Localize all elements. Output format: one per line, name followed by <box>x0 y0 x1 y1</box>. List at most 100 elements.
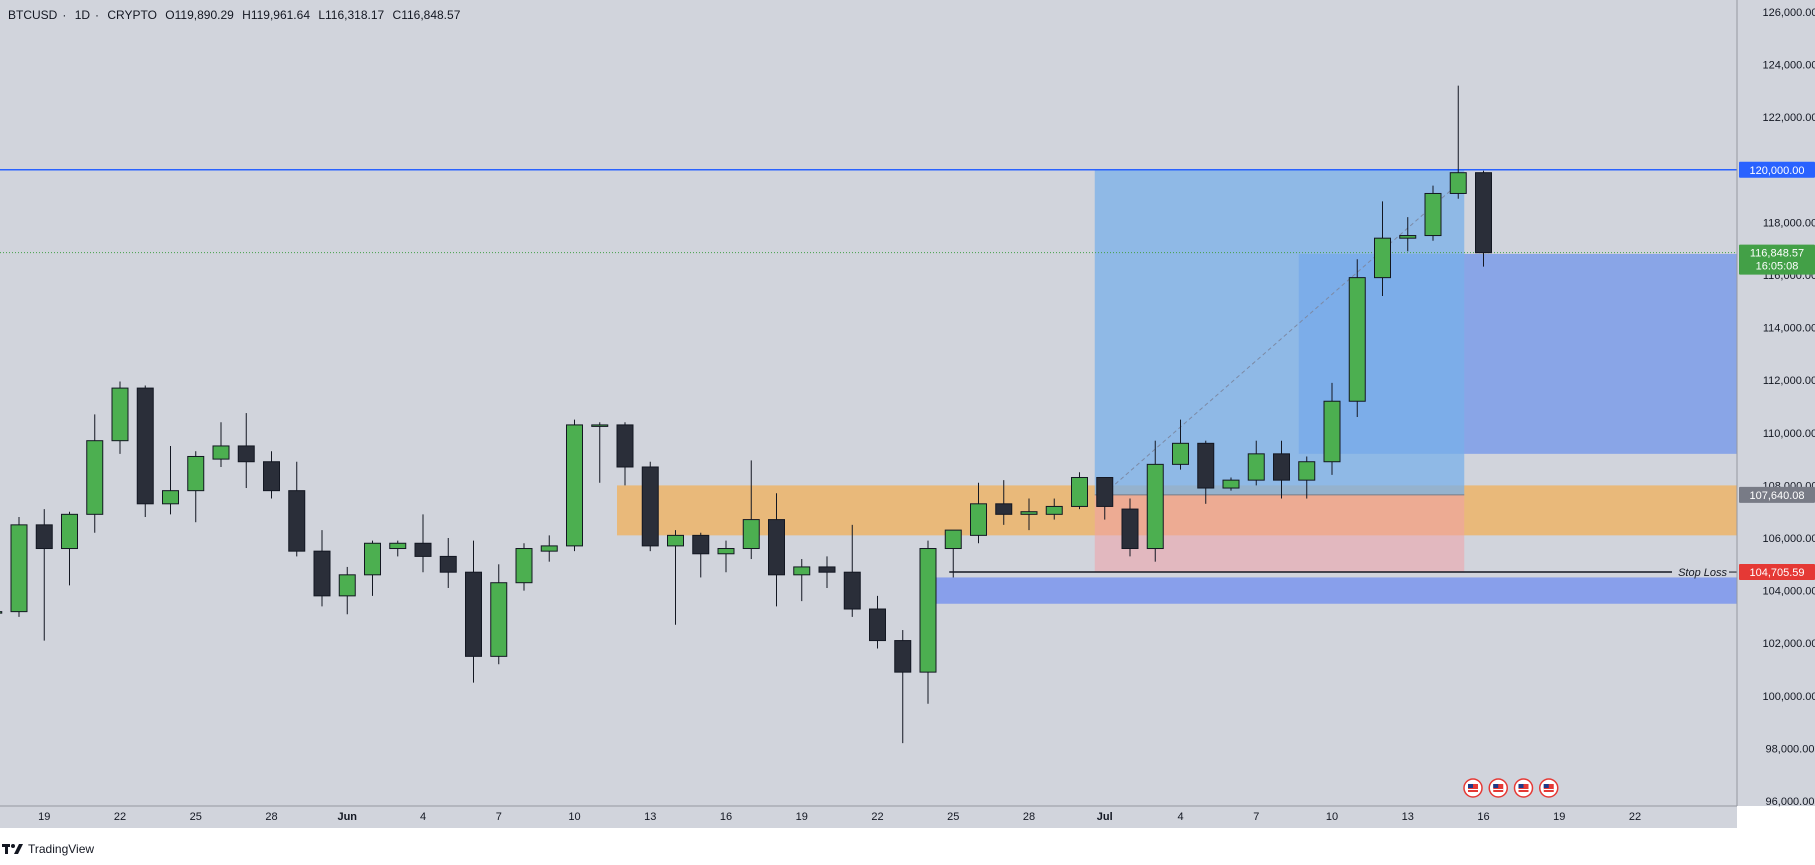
candle[interactable] <box>338 566 356 615</box>
candle[interactable] <box>692 532 710 578</box>
candle[interactable] <box>0 604 3 617</box>
candle[interactable] <box>237 413 255 489</box>
us-flag-event-icon[interactable] <box>1488 778 1508 798</box>
candle[interactable] <box>1374 201 1391 297</box>
candle[interactable] <box>414 514 432 573</box>
x-tick-label: Jun <box>337 811 357 823</box>
candle[interactable] <box>162 445 179 515</box>
candle[interactable] <box>1172 419 1189 470</box>
candle-body-up <box>338 574 356 597</box>
x-tick-label: 13 <box>644 811 656 823</box>
candle[interactable] <box>515 543 533 591</box>
stop-loss-price-tag: 104,705.59 <box>1739 564 1815 581</box>
flag-canton <box>1543 784 1549 788</box>
candle[interactable] <box>1222 477 1240 491</box>
candle[interactable] <box>111 381 129 454</box>
tradingview-logo[interactable]: TradingView <box>2 838 94 860</box>
entry-price-tag-bg <box>1739 486 1815 503</box>
candle[interactable] <box>1121 498 1139 557</box>
candle[interactable] <box>742 460 760 560</box>
candle[interactable] <box>61 511 78 586</box>
candle[interactable] <box>465 540 482 683</box>
candle[interactable] <box>768 493 785 607</box>
us-flag-event-icon[interactable] <box>1463 778 1483 798</box>
candle[interactable] <box>641 461 659 552</box>
candle[interactable] <box>1146 440 1164 562</box>
candle[interactable] <box>540 535 558 562</box>
candle[interactable] <box>818 556 836 588</box>
resistance-price-tag-text: 120,000.00 <box>1749 165 1804 177</box>
x-tick-label: 22 <box>114 811 126 823</box>
x-tick-label: 22 <box>871 811 883 823</box>
candle-body-down <box>288 490 306 552</box>
demand-zone[interactable] <box>920 577 1737 604</box>
candle-body-up <box>1020 511 1038 515</box>
candle[interactable] <box>136 385 154 517</box>
candle[interactable] <box>793 559 811 602</box>
candle[interactable] <box>843 524 861 617</box>
candle[interactable] <box>894 630 912 744</box>
candle[interactable] <box>1096 477 1114 520</box>
candle[interactable] <box>439 538 457 588</box>
candle[interactable] <box>86 414 104 533</box>
x-axis-ticks: 19 22 25 28 Jun 4 7 10 13 16 19 22 25 28 Jul 4 7 10 13 16 19… <box>38 811 1641 823</box>
candle-body-down <box>439 555 457 573</box>
time-axis[interactable] <box>0 806 1737 828</box>
candle[interactable] <box>616 422 634 486</box>
candle-body-up <box>944 529 962 550</box>
price-axis[interactable] <box>1737 0 1815 806</box>
candle[interactable] <box>1045 498 1063 520</box>
candle[interactable] <box>490 564 508 665</box>
y-tick-label: 122,000.00 <box>1762 112 1815 124</box>
candle[interactable] <box>263 451 280 499</box>
legend-separator: · <box>62 8 67 22</box>
candle[interactable] <box>1298 456 1316 499</box>
candle[interactable] <box>667 530 684 625</box>
candle[interactable] <box>313 530 331 607</box>
ohlc-open: O119,890.29 <box>165 8 234 22</box>
candle[interactable] <box>187 451 205 523</box>
resistance-price-tag: 120,000.00 <box>1739 161 1815 178</box>
candle[interactable] <box>591 422 609 483</box>
candle[interactable] <box>1247 440 1265 486</box>
candle[interactable] <box>1323 382 1341 475</box>
candle[interactable] <box>944 529 962 578</box>
candle[interactable] <box>1424 185 1442 241</box>
candle-body-up <box>1424 192 1442 237</box>
candle-body-down <box>894 640 912 673</box>
candle[interactable] <box>364 540 381 596</box>
candle[interactable] <box>566 419 583 552</box>
candle[interactable] <box>10 516 28 617</box>
candle[interactable] <box>1197 440 1215 504</box>
candle[interactable] <box>35 509 53 641</box>
interval-label[interactable]: 1D <box>74 8 91 22</box>
candle[interactable] <box>970 482 987 544</box>
symbol-name[interactable]: BTCUSD <box>8 8 58 22</box>
candle[interactable] <box>995 480 1013 525</box>
candle[interactable] <box>869 595 886 649</box>
candle-body-up <box>1045 505 1063 515</box>
candle[interactable] <box>1449 85 1467 199</box>
candle[interactable] <box>1348 259 1366 418</box>
candle-body-down <box>313 550 331 597</box>
candle[interactable] <box>212 422 230 467</box>
x-tick-label: 13 <box>1402 811 1414 823</box>
candle[interactable] <box>1475 170 1492 267</box>
candle[interactable] <box>1020 498 1038 531</box>
us-flag-event-icon[interactable] <box>1539 778 1559 798</box>
candle[interactable] <box>288 461 306 557</box>
candle[interactable] <box>1071 472 1088 510</box>
candle[interactable] <box>717 540 735 573</box>
y-tick-label: 102,000.00 <box>1762 638 1815 650</box>
us-flag-event-icon[interactable] <box>1513 778 1534 798</box>
x-tick-label: 25 <box>947 811 959 823</box>
candle[interactable] <box>1399 217 1417 252</box>
candle[interactable] <box>1273 440 1290 499</box>
candle[interactable] <box>389 540 407 557</box>
candle[interactable] <box>919 540 937 704</box>
long-position-target-zone[interactable] <box>1094 169 1465 495</box>
x-tick-label: 4 <box>1177 811 1183 823</box>
current-price-tag-bg <box>1739 244 1815 275</box>
candle-body-up <box>389 542 407 550</box>
